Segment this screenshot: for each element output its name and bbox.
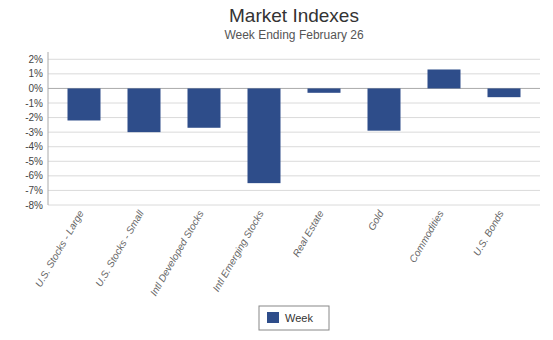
bar xyxy=(128,88,161,132)
y-tick-label: -7% xyxy=(25,185,43,196)
grid-line xyxy=(48,103,540,104)
y-axis-line xyxy=(48,52,49,205)
grid-line xyxy=(48,73,540,74)
bar xyxy=(68,88,101,120)
y-tick-label: -1% xyxy=(25,98,43,109)
grid-line xyxy=(48,161,540,162)
legend-swatch xyxy=(267,312,279,323)
y-tick-label: 0% xyxy=(29,83,44,94)
x-tick-label: U.S. Bonds xyxy=(471,209,506,258)
x-tick-label: Intl Emerging Stocks xyxy=(210,209,265,294)
y-tick-label: 1% xyxy=(29,68,44,79)
legend-label: Week xyxy=(285,312,313,324)
x-tick-label: U.S. Stocks - Small xyxy=(93,208,146,289)
x-tick-label: Commodities xyxy=(407,209,446,265)
legend-frame xyxy=(259,306,329,330)
grid-line xyxy=(48,175,540,176)
x-tick-label: Intl Developed Stocks xyxy=(148,209,206,298)
grid-line xyxy=(48,190,540,191)
subtitle: Week Ending February 26 xyxy=(224,28,364,42)
bars xyxy=(68,69,521,183)
grid-line xyxy=(48,132,540,133)
y-tick-label: -6% xyxy=(25,170,43,181)
x-tick-label: Gold xyxy=(366,208,386,232)
x-tick-label: U.S. Stocks - Large xyxy=(33,208,86,289)
grid-line xyxy=(48,59,540,60)
bar xyxy=(428,69,461,88)
title: Market Indexes xyxy=(229,5,359,26)
bar xyxy=(488,88,521,97)
y-tick-label: -2% xyxy=(25,112,43,123)
y-tick-label: -5% xyxy=(25,156,43,167)
y-tick-label: -3% xyxy=(25,127,43,138)
y-tick-label: -8% xyxy=(25,200,43,211)
grid-line xyxy=(48,146,540,147)
x-tick-label: Real Estate xyxy=(290,208,326,259)
bar xyxy=(188,88,221,127)
bar xyxy=(248,88,281,183)
y-tick-label: -4% xyxy=(25,141,43,152)
grid-line xyxy=(48,117,540,118)
y-tick-label: 2% xyxy=(29,54,44,65)
chart: Market Indexes Week Ending February 26 -8%… xyxy=(0,0,553,340)
grid xyxy=(48,59,540,205)
zero-line xyxy=(48,88,540,89)
grid-line xyxy=(48,205,540,206)
legend: Week xyxy=(259,306,329,330)
bar xyxy=(368,88,401,130)
bar xyxy=(308,88,341,92)
